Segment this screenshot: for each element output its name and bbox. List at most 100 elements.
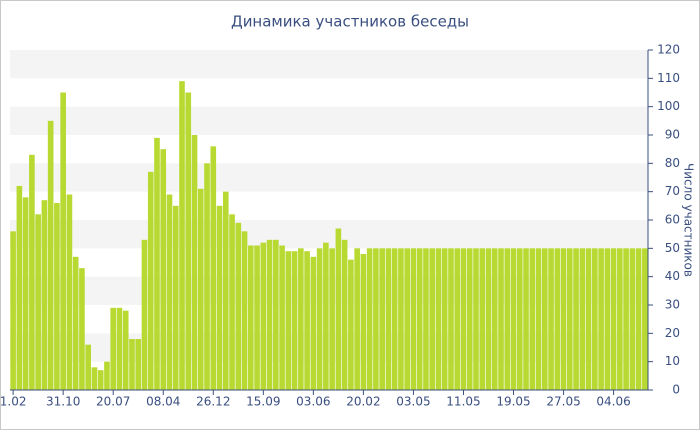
x-tick-label: 26.12 [196,395,230,409]
bar [291,251,298,390]
bar [610,248,617,390]
x-tick-label: 03.06 [296,395,330,409]
bar [91,367,98,390]
bar [47,120,54,390]
bar [642,248,648,390]
bar [623,248,629,390]
bar [166,194,173,390]
bar [398,248,404,390]
y-tick-label: 80 [665,156,680,170]
bar [104,361,110,390]
x-tick-label: 27.05 [546,395,580,409]
bar [97,370,104,390]
bar [66,194,73,390]
y-tick-label: 10 [665,354,680,368]
bar [54,203,60,390]
bar [629,248,636,390]
bar [116,307,123,390]
bar [429,248,436,390]
grid-band [10,163,648,192]
bar [454,248,461,390]
bar [310,256,317,390]
bar [185,92,192,390]
x-tick-label: 08.04 [146,395,180,409]
bar [598,248,604,390]
y-axis-label: Число участников [682,163,696,277]
bar [260,242,267,390]
bar [85,344,92,390]
bar [379,248,385,390]
bar [323,242,329,390]
x-tick-label: 20.02 [346,395,380,409]
y-tick-label: 50 [665,241,680,255]
bar [498,248,504,390]
bar [373,248,379,390]
grid-band [10,106,648,135]
bar [391,248,398,390]
bar [554,248,561,390]
bar [273,239,279,390]
bar [266,239,273,390]
bar [504,248,511,390]
bar [298,248,304,390]
bar [279,245,285,390]
bar [573,248,579,390]
bar [160,149,167,390]
bar [416,248,423,390]
x-tick-label: 1.02 [0,395,26,409]
bar [316,248,323,390]
x-tick-label: 03.05 [396,395,430,409]
bar [529,248,536,390]
bar [154,137,160,390]
bar [479,248,486,390]
y-tick-label: 30 [665,298,680,312]
bar [22,197,29,390]
bar [404,248,411,390]
bar [41,200,48,390]
x-tick-label: 04.06 [596,395,630,409]
bar [335,228,342,390]
bar [410,248,417,390]
bar [604,248,611,390]
grid [10,50,648,362]
bar [592,248,598,390]
bar [129,339,135,390]
bar [441,248,448,390]
y-tick-label: 120 [657,43,680,57]
bar [566,248,573,390]
x-tick-label: 31.10 [46,395,80,409]
bar [35,214,41,390]
bar [79,268,85,390]
y-tick-label: 90 [665,128,680,142]
bar [448,248,454,390]
bar [16,186,23,390]
bar [135,339,142,390]
bar [285,251,292,390]
y-tick-label: 100 [657,99,680,113]
bar [354,248,360,390]
bar [179,81,185,391]
bar [516,248,523,390]
bar [210,146,217,390]
bar [304,251,310,390]
bar [460,248,467,390]
bar [10,231,16,390]
bar [204,163,210,390]
bar [147,171,154,390]
bar [329,248,335,390]
bar [216,205,223,390]
bar [110,307,117,390]
bar [141,239,148,390]
bar [617,248,623,390]
grid-band [10,276,648,305]
bar [535,248,542,390]
grid-band [10,220,648,249]
bar [510,248,517,390]
bar [197,188,204,390]
bar [241,231,248,390]
bar [385,248,392,390]
bar [560,248,567,390]
x-tick-label: 11.05 [446,395,480,409]
bar [473,248,479,390]
bar [235,222,242,390]
